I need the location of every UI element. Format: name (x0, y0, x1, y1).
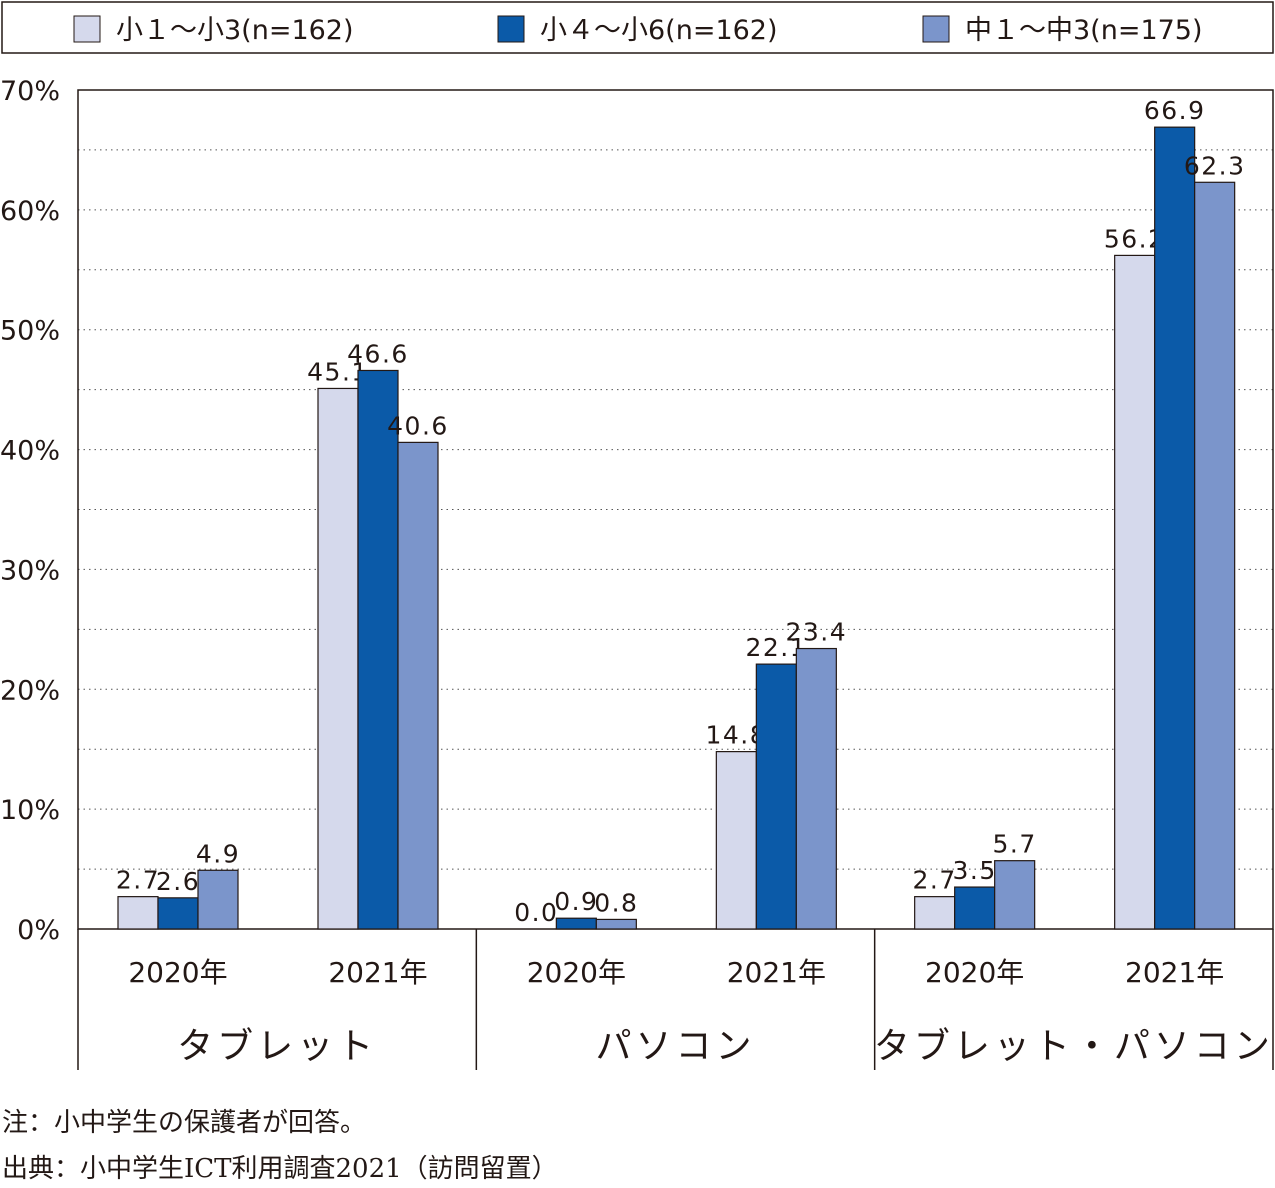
data-label: 2.7 (913, 866, 957, 895)
x-year-label: 2021年 (328, 956, 427, 989)
data-label: 5.7 (993, 830, 1037, 859)
y-tick-label: 20% (0, 675, 60, 706)
legend-label: 中１〜中3(n=175) (965, 15, 1203, 46)
y-tick-label: 60% (0, 196, 60, 227)
data-label: 14.8 (705, 721, 767, 750)
bar (994, 860, 1036, 930)
data-label: 23.4 (785, 618, 847, 647)
x-group-label: タブレット・パソコン (874, 1026, 1274, 1067)
bar (755, 663, 797, 930)
bar-chart: 小１〜小3(n=162) 小４〜小6(n=162) 中１〜中3(n=175) 0% 10… (0, 1, 1274, 1070)
bar (555, 917, 597, 930)
y-tick-label: 40% (0, 436, 60, 467)
data-label: 2.6 (156, 867, 200, 896)
y-tick-label: 10% (0, 795, 60, 826)
x-year-label: 2020年 (128, 956, 227, 989)
bar (954, 886, 996, 930)
data-label: 0.9 (554, 887, 598, 916)
legend-swatch (497, 15, 525, 43)
x-year-label: 2020年 (925, 956, 1024, 989)
bar (914, 896, 956, 930)
x-group-label: タブレット (177, 1026, 377, 1067)
chart-source: 出典：小中学生ICT利用調査2021（訪問留置） (2, 1154, 558, 1184)
legend-swatch (922, 15, 950, 43)
bar (595, 918, 637, 930)
data-label: 66.9 (1144, 96, 1206, 125)
data-label: 0.8 (594, 888, 638, 917)
bar (397, 441, 439, 930)
data-label: 62.3 (1184, 151, 1246, 180)
y-tick-label: 70% (0, 76, 60, 107)
data-label: 0.0 (514, 898, 558, 927)
legend (1, 1, 1274, 54)
data-label: 56.2 (1104, 224, 1166, 253)
bar (157, 897, 199, 930)
data-label: 46.6 (347, 339, 409, 368)
x-group-label: パソコン (595, 1026, 755, 1067)
x-year-label: 2020年 (527, 956, 626, 989)
y-tick-label: 0% (17, 915, 60, 946)
x-year-label: 2021年 (727, 956, 826, 989)
bar (357, 369, 399, 930)
bar (1114, 254, 1156, 930)
data-label: 22.1 (745, 633, 807, 662)
chart-note: 注：小中学生の保護者が回答。 (2, 1108, 367, 1138)
bar (715, 751, 757, 930)
plot-area (77, 89, 1274, 930)
bar (317, 387, 359, 930)
bar (197, 869, 239, 930)
x-year-label: 2021年 (1125, 956, 1224, 989)
legend-label: 小１〜小3(n=162) (116, 15, 354, 46)
y-tick-label: 50% (0, 316, 60, 347)
data-label: 45.1 (307, 357, 369, 386)
bar (795, 647, 837, 930)
y-tick-label: 30% (0, 555, 60, 586)
data-label: 2.7 (116, 866, 160, 895)
data-label: 3.5 (953, 856, 997, 885)
bar (117, 896, 159, 930)
data-label: 40.6 (387, 411, 449, 440)
legend-swatch (73, 15, 101, 43)
legend-label: 小４〜小6(n=162) (540, 15, 778, 46)
bar (1154, 126, 1196, 930)
data-label: 4.9 (196, 839, 240, 868)
bar (1194, 181, 1236, 930)
